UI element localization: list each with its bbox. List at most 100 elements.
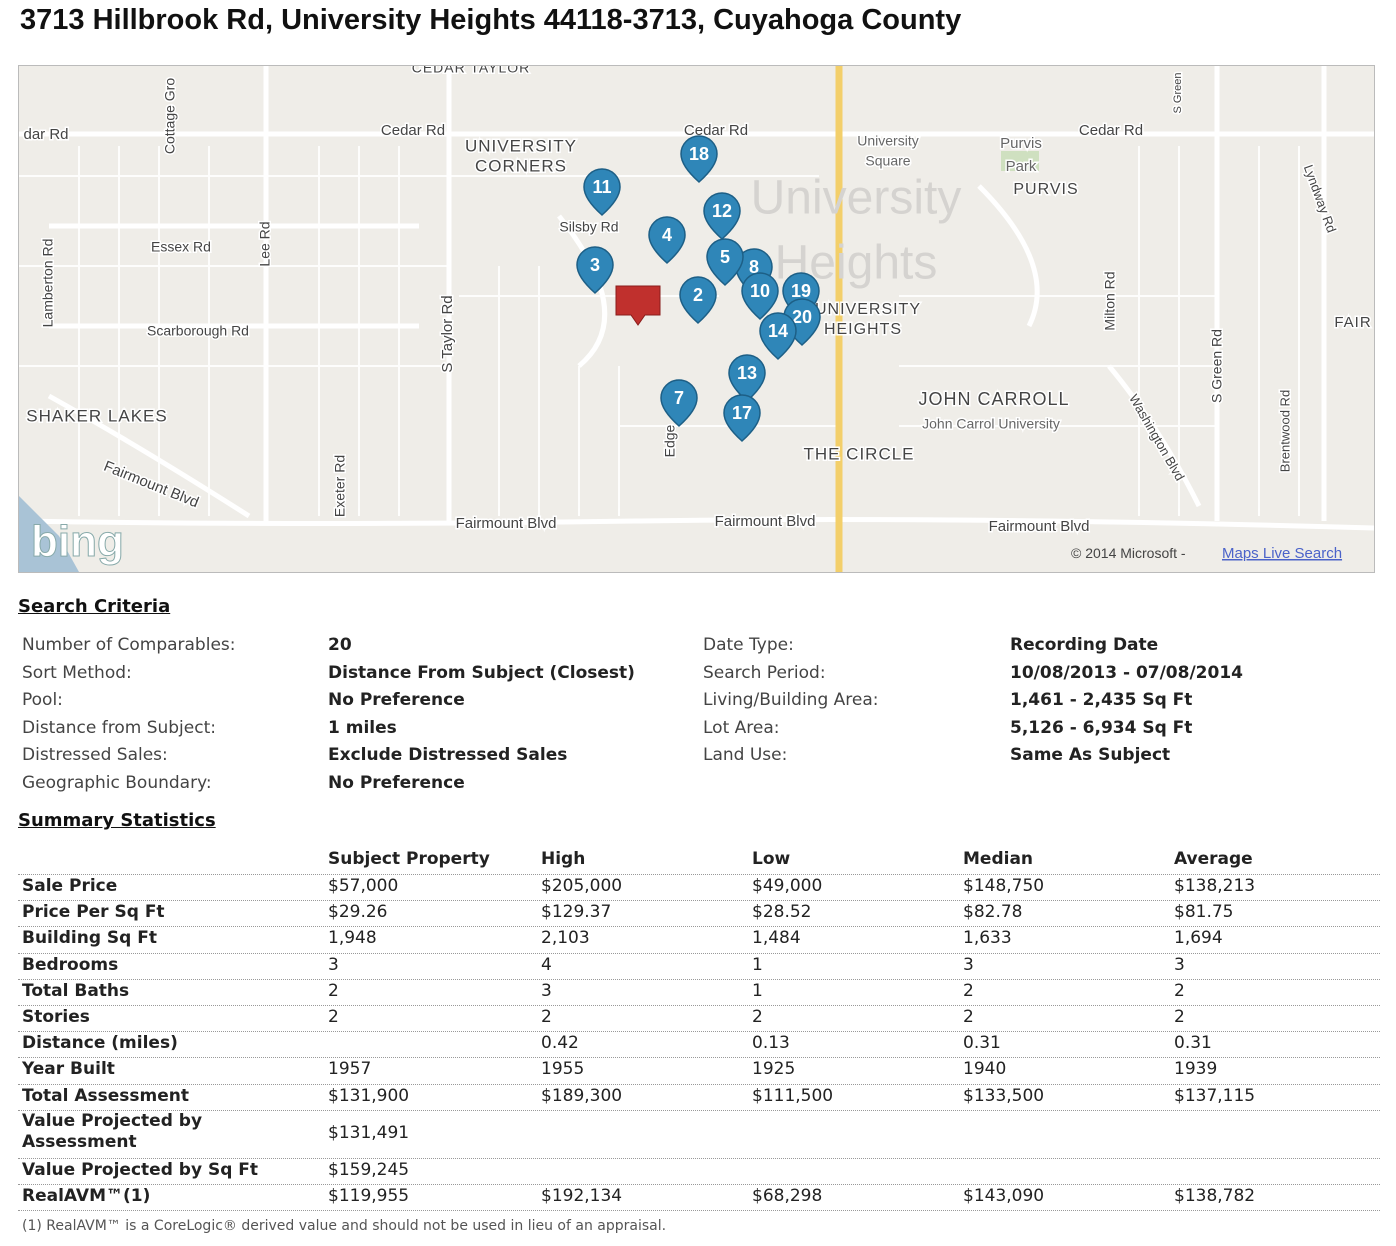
map-label: S Green [1172, 73, 1184, 114]
map-pin [660, 379, 698, 428]
map[interactable]: CEDAR TAYLOR dar Rd Cottage Gro Cedar Rd Ced… [18, 65, 1375, 573]
cell: 2 [328, 980, 339, 1001]
map-label: Scarborough Rd [147, 323, 249, 339]
row-separator [18, 900, 1380, 902]
map-label: S Green Rd [1209, 329, 1225, 403]
cell: 2 [963, 980, 974, 1001]
map-label: Cedar Rd [1079, 122, 1143, 139]
section-heading: Search Criteria [18, 596, 171, 617]
cell: $49,000 [752, 876, 823, 896]
cell: 1,633 [963, 928, 1012, 949]
map-pin [680, 135, 718, 184]
map-label: Fairmount Blvd [715, 513, 816, 530]
map-logo: bing [31, 517, 124, 566]
cell: 0.31 [963, 1033, 1001, 1054]
criteria-value: Distance From Subject (Closest) [328, 662, 635, 683]
criteria-label: Distressed Sales: [22, 745, 168, 766]
map-pin-label: 4 [662, 225, 672, 245]
map-label: S Taylor Rd [439, 295, 456, 372]
map-label: Lee Rd [257, 221, 273, 266]
row-separator [18, 874, 1380, 875]
map-label: UNIVERSITY [815, 301, 921, 318]
cell: $82.78 [963, 902, 1023, 923]
cell: 0.42 [541, 1033, 579, 1054]
criteria-label: Date Type: [703, 635, 794, 655]
map-label: Lamberton Rd [40, 239, 56, 328]
map-label: Cedar Rd [684, 122, 748, 139]
row-label: Stories [22, 1007, 90, 1027]
criteria-label: Sort Method: [22, 662, 132, 683]
cell: $111,500 [752, 1085, 834, 1106]
cell: $119,955 [328, 1186, 410, 1206]
row-label: RealAVM™(1) [22, 1186, 151, 1206]
map-label: Fairmount Blvd [989, 518, 1090, 535]
criteria-value: No Preference [328, 690, 465, 711]
map-pin-label: 7 [674, 388, 684, 408]
cell: $192,134 [541, 1186, 623, 1206]
map-label: UNIVERSITY [465, 136, 577, 155]
criteria-value: Same As Subject [1010, 745, 1171, 766]
row-label: Price Per Sq Ft [22, 902, 165, 923]
map-label: Exeter Rd [332, 455, 348, 517]
map-pin-label: 5 [720, 247, 730, 267]
map-pin [576, 246, 614, 295]
map-label: Fairmount Blvd [456, 515, 557, 532]
cell: $28.52 [752, 902, 812, 923]
subject-marker [615, 285, 661, 326]
criteria-value: 5,126 - 6,934 Sq Ft [1010, 717, 1193, 738]
row-separator [18, 1057, 1380, 1059]
cell: $131,900 [328, 1085, 410, 1106]
cell: 1957 [328, 1059, 372, 1080]
map-label: Park [1006, 158, 1037, 175]
map-label: Essex Rd [151, 239, 211, 255]
row-separator [18, 1083, 1380, 1085]
map-pin-label: 2 [693, 285, 703, 305]
map-label: Milton Rd [1102, 271, 1118, 330]
map-pin-label: 13 [737, 363, 757, 383]
map-label: JOHN CARROLL [918, 389, 1069, 409]
map-link[interactable]: Maps Live Search [1222, 545, 1342, 562]
cell: 1,948 [328, 928, 377, 949]
cell: 0.31 [1174, 1033, 1212, 1054]
cell: 1955 [541, 1059, 585, 1080]
row-label: Value Projected by Sq Ft [22, 1159, 259, 1180]
map-label: dar Rd [23, 126, 68, 143]
criteria-label: Number of Comparables: [22, 635, 236, 655]
row-separator [18, 952, 1380, 954]
criteria-label: Pool: [22, 690, 63, 711]
criteria-label: Land Use: [703, 745, 788, 766]
row-separator [18, 1109, 1380, 1111]
map-label: Silsby Rd [559, 219, 618, 235]
criteria-value: Recording Date [1010, 635, 1159, 655]
cell: 2 [328, 1007, 339, 1027]
column-header: Low [752, 849, 791, 869]
map-pin [703, 192, 741, 241]
criteria-value: 1 miles [328, 717, 397, 738]
row-label: Value Projected by Assessment [22, 1110, 203, 1152]
map-pin [728, 354, 766, 403]
row-separator [18, 978, 1380, 980]
map-pin [706, 238, 744, 287]
cell: 3 [1174, 954, 1185, 975]
criteria-label: Geographic Boundary: [22, 773, 212, 793]
row-separator [18, 1031, 1380, 1033]
map-label: Cedar Rd [381, 122, 445, 139]
map-label: HEIGHTS [824, 321, 902, 338]
cell: $148,750 [963, 876, 1045, 896]
cell: 0.13 [752, 1033, 790, 1054]
cell: 2 [1174, 1007, 1185, 1027]
row-label: Sale Price [22, 876, 118, 896]
cell: $131,491 [328, 1122, 410, 1143]
cell: $189,300 [541, 1085, 623, 1106]
column-header: Average [1174, 849, 1253, 869]
cell: 1,484 [752, 928, 801, 949]
cell: 1 [752, 980, 763, 1001]
column-header: Median [963, 849, 1034, 869]
cell: $68,298 [752, 1186, 823, 1206]
page-title: 3713 Hillbrook Rd, University Heights 44… [20, 4, 962, 36]
criteria-label: Lot Area: [703, 717, 780, 738]
map-pin-label: 14 [768, 321, 788, 341]
criteria-value: 10/08/2013 - 07/08/2014 [1010, 662, 1243, 683]
cell: 1940 [963, 1059, 1007, 1080]
map-pin-label: 18 [689, 144, 709, 164]
